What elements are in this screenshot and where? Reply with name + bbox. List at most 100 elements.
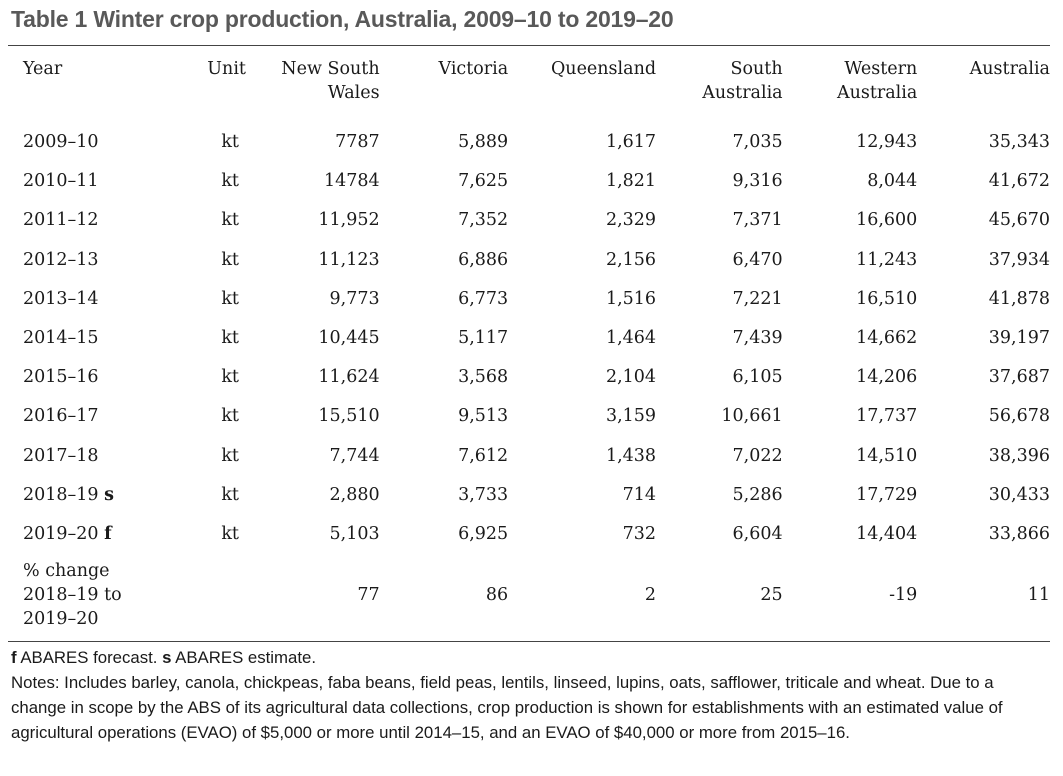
- value-cell: 5,889: [458, 132, 509, 152]
- value-cell: 2,104: [605, 367, 657, 388]
- table-row: 2018–19 s kt 2,880 3,733 714 5,286 17,729 30,43…: [8, 476, 1050, 515]
- table-row: 2019–20 f kt 5,103 6,925 732 6,604 14,404 33,86…: [8, 515, 1050, 554]
- pct-change-value: -19: [889, 585, 918, 606]
- table-row: 2017–18 kt 7,744 7,612 1,438 7,022 14,510 38,39…: [8, 437, 1050, 476]
- unit-cell: kt: [221, 445, 239, 466]
- column-header: Unit: [207, 59, 246, 79]
- value-cell: 17,737: [856, 406, 918, 427]
- unit-cell: kt: [221, 132, 239, 152]
- value-cell: 9,316: [732, 171, 783, 192]
- value-cell: 37,934: [988, 249, 1050, 270]
- value-cell: 7,221: [732, 288, 783, 309]
- table-body: 2009–10 kt 7787 5,889 1,617 7,035 12,943 35,343…: [8, 123, 1050, 632]
- value-cell: 2,156: [605, 249, 657, 270]
- value-cell: 10,661: [721, 406, 783, 427]
- year-label: 2010–11: [23, 171, 99, 192]
- value-cell: 16,600: [856, 210, 918, 231]
- value-cell: 10,445: [318, 328, 380, 349]
- table-row: 2011–12 kt 11,952 7,352 2,329 7,371 16,600 45,6…: [8, 201, 1050, 240]
- estimate-flag: s: [104, 484, 114, 505]
- notes-text: Notes: Includes barley, canola, chickpea…: [11, 673, 1003, 742]
- pct-change-value: 86: [485, 585, 509, 606]
- column-header: Western Australia: [836, 59, 918, 103]
- value-cell: 6,773: [458, 288, 509, 309]
- top-rule: [8, 45, 1050, 46]
- pct-change-value: 2: [644, 585, 657, 606]
- year-cell: 2010–11: [8, 162, 145, 201]
- year-cell: 2014–15: [8, 319, 145, 358]
- unit-cell: kt: [221, 367, 239, 388]
- value-cell: 7787: [335, 132, 380, 152]
- header-row: Year Unit New South Wales Victoria Queensland…: [8, 57, 1050, 123]
- table-row: 2013–14 kt 9,773 6,773 1,516 7,221 16,510 41,87…: [8, 280, 1050, 319]
- value-cell: 7,625: [458, 171, 509, 192]
- year-cell: 2012–13: [8, 241, 145, 280]
- value-cell: 41,878: [988, 288, 1050, 309]
- value-cell: 12,943: [856, 132, 918, 152]
- value-cell: 37,687: [988, 367, 1050, 388]
- value-cell: 11,243: [856, 249, 918, 270]
- year-label: 2009–10: [23, 132, 99, 152]
- footnote-s-key: s: [162, 648, 172, 667]
- pct-change-label: % change 2018–19 to 2019–20: [23, 561, 122, 630]
- pct-change-value: 11: [1027, 585, 1050, 606]
- pct-change-value: 25: [760, 585, 783, 606]
- value-cell: 15,510: [318, 406, 380, 427]
- value-cell: 3,733: [458, 484, 509, 505]
- table-row: 2010–11 kt 14784 7,625 1,821 9,316 8,044 41,672: [8, 162, 1050, 201]
- unit-cell: kt: [221, 249, 239, 270]
- value-cell: 16,510: [856, 288, 918, 309]
- value-cell: 6,604: [732, 524, 783, 545]
- footnote-line: f ABARES forecast. s ABARES estimate.: [11, 645, 1051, 670]
- value-cell: 5,286: [732, 484, 783, 505]
- table-row: 2014–15 kt 10,445 5,117 1,464 7,439 14,662 39,1…: [8, 319, 1050, 358]
- value-cell: 17,729: [856, 484, 918, 505]
- unit-cell: kt: [221, 484, 239, 505]
- year-label: 2017–18: [23, 445, 99, 466]
- year-cell: 2019–20 f: [8, 515, 145, 554]
- year-label: 2019–20: [23, 524, 99, 545]
- footnote-f-key: f: [11, 648, 17, 667]
- table-row: 2009–10 kt 7787 5,889 1,617 7,035 12,943 35,343: [8, 123, 1050, 162]
- value-cell: 1,516: [605, 288, 657, 309]
- value-cell: 6,886: [458, 249, 509, 270]
- value-cell: 5,117: [458, 328, 509, 349]
- value-cell: 9,513: [458, 406, 509, 427]
- value-cell: 14,404: [856, 524, 918, 545]
- value-cell: 41,672: [988, 171, 1050, 192]
- column-header: New South Wales: [281, 59, 380, 103]
- value-cell: 2,329: [605, 210, 657, 231]
- value-cell: 14784: [323, 171, 380, 192]
- value-cell: 1,821: [605, 171, 657, 192]
- unit-cell: kt: [221, 524, 239, 545]
- value-cell: 11,123: [318, 249, 380, 270]
- pct-change-row: % change 2018–19 to 2019–20 77 86 2 25 -19 11: [8, 554, 1050, 632]
- value-cell: 14,206: [856, 367, 918, 388]
- unit-cell: kt: [221, 406, 239, 427]
- bottom-rule: [8, 641, 1050, 642]
- value-cell: 6,470: [732, 249, 783, 270]
- value-cell: 3,159: [605, 406, 657, 427]
- table-title: Table 1 Winter crop production, Australi…: [11, 6, 674, 32]
- value-cell: 39,197: [988, 328, 1050, 349]
- pct-change-value: 77: [357, 585, 380, 606]
- value-cell: 1,464: [605, 328, 657, 349]
- year-label: 2018–19: [23, 484, 99, 505]
- value-cell: 14,510: [856, 445, 918, 466]
- value-cell: 2,880: [329, 484, 380, 505]
- value-cell: 45,670: [988, 210, 1050, 231]
- value-cell: 7,352: [458, 210, 509, 231]
- year-cell: 2016–17: [8, 397, 145, 436]
- column-header: Queensland: [550, 59, 657, 79]
- unit-cell: kt: [221, 288, 239, 309]
- value-cell: 7,035: [732, 132, 783, 152]
- table-row: 2016–17 kt 15,510 9,513 3,159 10,661 17,737 56,…: [8, 397, 1050, 436]
- year-label: 2012–13: [23, 249, 99, 270]
- value-cell: 3,568: [458, 367, 509, 388]
- unit-cell: [145, 554, 246, 632]
- notes-block: f ABARES forecast. s ABARES estimate. No…: [11, 645, 1051, 745]
- value-cell: 33,866: [988, 524, 1050, 545]
- value-cell: 5,103: [329, 524, 380, 545]
- value-cell: 7,022: [732, 445, 783, 466]
- footnote-s-text: ABARES estimate.: [171, 648, 317, 667]
